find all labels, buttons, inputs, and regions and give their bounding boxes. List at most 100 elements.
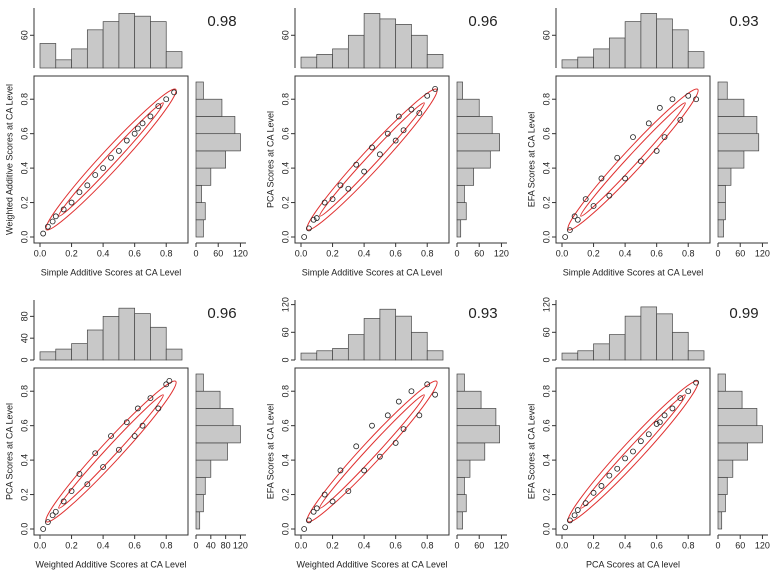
point — [376, 151, 383, 158]
hist-bar — [456, 202, 467, 221]
hist-bar — [593, 343, 610, 361]
x-tick-label: 0.2 — [326, 540, 339, 550]
hist-bar — [717, 373, 726, 392]
point — [310, 508, 317, 515]
point — [614, 465, 621, 472]
plot-frame — [33, 367, 189, 536]
confidence-ellipse — [306, 88, 438, 231]
hist-bar — [395, 24, 412, 69]
x-tick-label: 0.6 — [128, 540, 141, 550]
x-tick-label: 0.0 — [556, 248, 569, 258]
x-tick-label: 0.2 — [587, 248, 600, 258]
point — [100, 165, 107, 172]
x-tick-label: 60 — [735, 248, 745, 258]
hist-bar — [195, 511, 201, 530]
y-axis-label: Weighted Additive Scores at CA Level — [4, 84, 14, 235]
point — [693, 96, 700, 103]
hist-bar — [55, 59, 72, 69]
correlation: 0.96 — [468, 13, 497, 30]
hist-bar — [195, 150, 226, 169]
y-tick-label: 0.0 — [541, 523, 551, 536]
hist-bar — [118, 13, 136, 69]
point — [574, 507, 581, 513]
hist-bar — [195, 167, 212, 186]
confidence-ellipse — [58, 102, 164, 217]
point — [49, 512, 56, 519]
point — [369, 144, 375, 151]
point — [424, 92, 431, 99]
hist-bar — [687, 350, 705, 361]
x-tick-label: 0.6 — [650, 248, 663, 258]
x-tick-label: 0.8 — [160, 540, 173, 550]
point — [400, 426, 407, 433]
point — [384, 412, 391, 419]
hist-bar — [39, 351, 57, 361]
point — [361, 168, 368, 175]
confidence-ellipse — [319, 102, 425, 217]
point — [40, 230, 47, 237]
y-tick-label: 0.6 — [541, 127, 551, 140]
hist-bar — [561, 59, 579, 69]
y-axis-label: EFA Scores at CA Level — [265, 404, 275, 500]
point — [301, 234, 308, 240]
y-tick-label: 0.4 — [280, 454, 290, 467]
x-axis-label: Weighted Additive Scores at CA Level — [297, 559, 448, 569]
point — [108, 154, 114, 161]
hist-bar — [118, 307, 136, 361]
hist-bar — [195, 81, 204, 100]
x-tick-label: 0.4 — [97, 540, 110, 550]
y-tick-label: 0 — [280, 357, 290, 362]
x-tick-label: 120 — [233, 540, 248, 550]
hist-bar — [456, 408, 497, 427]
x-tick-label: 0.4 — [97, 248, 110, 258]
confidence-ellipse — [580, 102, 686, 217]
hist-bar — [300, 56, 318, 69]
point — [131, 130, 138, 137]
y-tick-label: 40 — [19, 333, 29, 343]
confidence-ellipse — [567, 380, 699, 523]
point — [416, 110, 423, 116]
hist-bar — [456, 373, 465, 392]
y-tick-label: 0.0 — [19, 231, 29, 244]
x-tick-label: 120 — [755, 540, 770, 550]
hist-bar — [86, 29, 104, 69]
y-tick-label: 0.0 — [19, 523, 29, 536]
hist-bar — [456, 494, 467, 513]
x-tick-label: 0.8 — [682, 248, 695, 258]
point — [123, 137, 130, 144]
x-tick-label: 0.2 — [65, 248, 78, 258]
point — [163, 381, 170, 388]
hist-bar — [717, 511, 723, 530]
hist-bar — [39, 43, 57, 69]
hist-bar — [195, 494, 204, 513]
x-axis-label: Simple Additive Scores at CA Level — [563, 267, 704, 277]
y-tick-label: 0.4 — [541, 454, 551, 467]
hist-bar — [195, 373, 204, 392]
point — [637, 158, 644, 165]
plot-frame — [555, 75, 711, 244]
hist-bar — [456, 81, 463, 100]
x-tick-label: 0.4 — [358, 248, 371, 258]
y-tick-label: 0.0 — [280, 231, 290, 244]
point — [677, 395, 684, 402]
y-axis-label: EFA Scores at CA Level — [526, 112, 536, 208]
point — [562, 524, 569, 531]
point — [590, 203, 597, 209]
hist-bar — [561, 352, 579, 361]
hist-bar — [426, 350, 444, 361]
hist-bar — [640, 306, 658, 361]
point — [345, 488, 352, 495]
point — [416, 412, 423, 419]
x-tick-label: 60 — [474, 248, 484, 258]
point — [693, 379, 700, 386]
x-tick-label: 60 — [474, 540, 484, 550]
point — [606, 472, 613, 479]
y-tick-label: 0.2 — [19, 488, 29, 501]
x-tick-label: 40 — [206, 540, 216, 550]
point — [305, 517, 312, 524]
x-tick-label: 120 — [494, 248, 509, 258]
x-tick-label: 0 — [193, 540, 198, 550]
hist-bar — [717, 219, 724, 238]
x-tick-label: 0.8 — [682, 540, 695, 550]
point — [614, 154, 621, 161]
